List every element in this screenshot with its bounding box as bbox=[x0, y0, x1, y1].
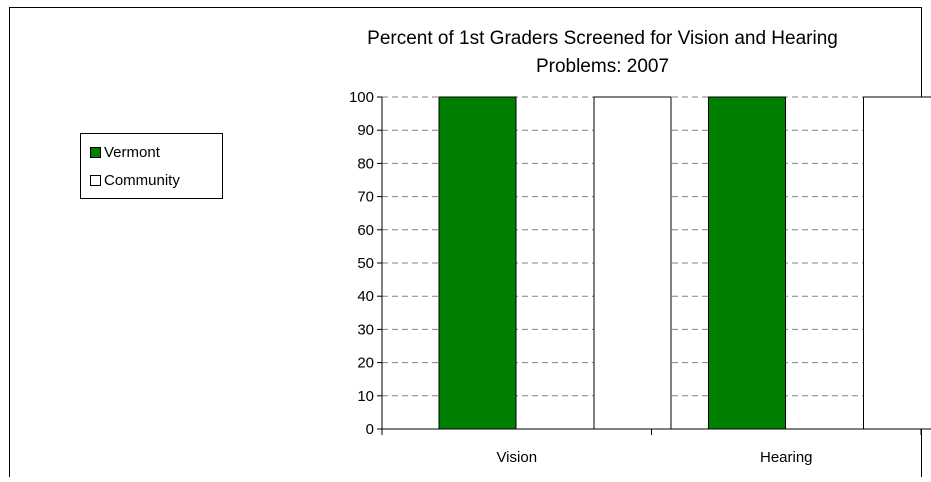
x-tick-label-vision: Vision bbox=[496, 449, 537, 466]
y-tick-label-0: 0 bbox=[366, 421, 374, 438]
legend-entry-community: Community bbox=[90, 170, 180, 190]
legend-swatch-community bbox=[90, 174, 101, 186]
x-tick-label-hearing: Hearing bbox=[760, 449, 813, 466]
legend-swatch-vermont bbox=[90, 146, 101, 158]
bar-community-hearing bbox=[863, 96, 931, 430]
y-tick-label-40: 40 bbox=[357, 288, 374, 305]
y-tick-label-20: 20 bbox=[357, 355, 374, 372]
y-tick-label-80: 80 bbox=[357, 155, 374, 172]
y-tick-label-50: 50 bbox=[357, 255, 374, 272]
y-tick-label-90: 90 bbox=[357, 122, 374, 139]
y-tick-label-10: 10 bbox=[357, 388, 374, 405]
legend-label-community: Community bbox=[104, 171, 180, 189]
legend-label-vermont: Vermont bbox=[104, 143, 160, 161]
bar-vermont-hearing bbox=[708, 96, 786, 430]
chart-legend: Vermont Community bbox=[80, 133, 223, 199]
y-tick-label-70: 70 bbox=[357, 189, 374, 206]
y-tick-label-30: 30 bbox=[357, 321, 374, 338]
chart-title: Percent of 1st Graders Screened for Visi… bbox=[367, 28, 838, 77]
bar-vermont-vision bbox=[438, 96, 517, 430]
y-tick-label-100: 100 bbox=[349, 89, 374, 106]
legend-entry-vermont: Vermont bbox=[90, 142, 160, 162]
y-tick-label-60: 60 bbox=[357, 222, 374, 239]
bar-community-vision bbox=[593, 96, 672, 430]
